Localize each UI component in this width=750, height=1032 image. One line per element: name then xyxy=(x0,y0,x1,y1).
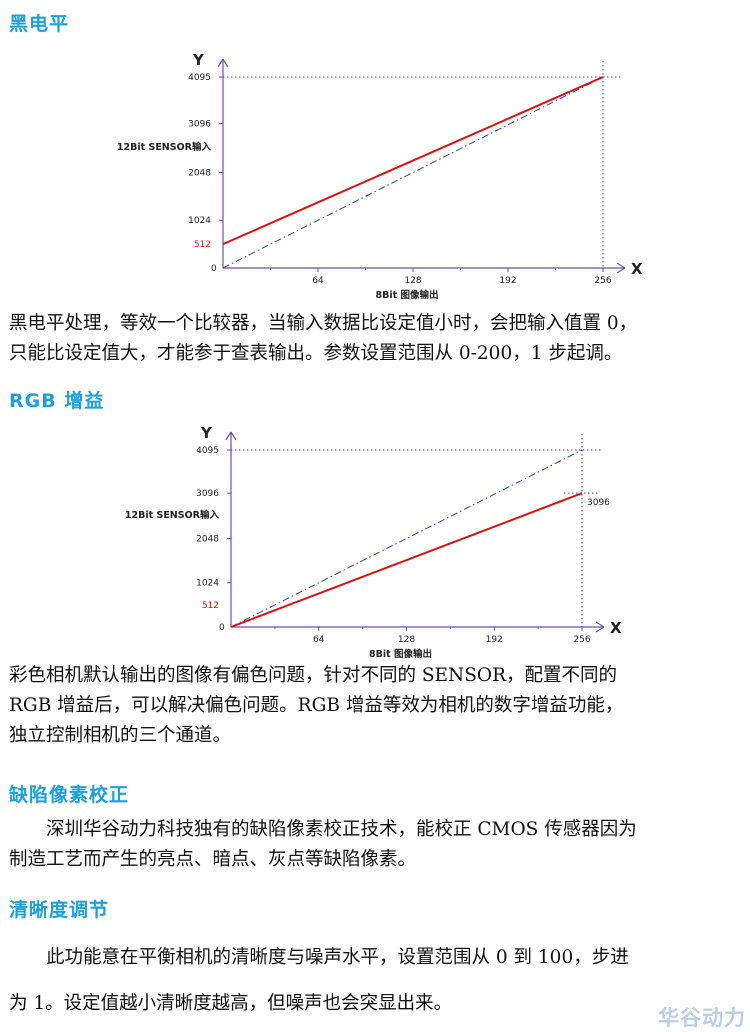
y-tick-label: 2048 xyxy=(188,168,211,178)
defect-pixel-paragraph: 深圳华谷动力科技独有的缺陷像素校正技术，能校正 CMOS 传感器因为 制造工艺而… xyxy=(9,815,749,875)
origin-label: 0 xyxy=(211,264,217,274)
black-level-paragraph: 黑电平处理，等效一个比较器，当输入数据比设定值小时，会把输入值置 0， 只能比设… xyxy=(9,309,749,369)
y-axis-label: 12Bit SENSOR输入 xyxy=(117,141,212,153)
x-axis-arrow xyxy=(616,262,626,274)
x-tick-label: 192 xyxy=(486,635,503,645)
paragraph-line: 为 1。设定值越小清晰度越高，但噪声也会突显出来。 xyxy=(9,993,453,1014)
x-axis-label: 8Bit 图像输出 xyxy=(369,648,432,660)
x-tick-label: 64 xyxy=(313,635,325,645)
y-tick-label: 1024 xyxy=(196,579,219,589)
paragraph-line: 彩色相机默认输出的图像有偏色问题，针对不同的 SENSOR，配置不同的 xyxy=(9,665,618,686)
y-tick-label: 4095 xyxy=(188,73,211,83)
paragraph-line: RGB 增益后，可以解决偏色问题。RGB 增益等效为相机的数字增益功能， xyxy=(9,695,624,716)
paragraph-line: 独立控制相机的三个通道。 xyxy=(9,725,232,746)
y-highlight-label: 512 xyxy=(202,601,219,611)
x-axis-name: X xyxy=(631,260,643,278)
x-axis-label: 8Bit 图像输出 xyxy=(376,289,439,301)
rgb-gain-paragraph: 彩色相机默认输出的图像有偏色问题，针对不同的 SENSOR，配置不同的 RGB … xyxy=(9,661,749,751)
y-axis-arrow xyxy=(217,58,229,68)
main-series-line xyxy=(230,492,583,628)
y-tick-label: 1024 xyxy=(188,216,211,226)
x-tick-label: 64 xyxy=(312,276,324,286)
paragraph-line: 制造工艺而产生的亮点、暗点、灰点等缺陷像素。 xyxy=(9,849,417,870)
y-highlight-label: 512 xyxy=(194,240,211,250)
x-axis-name: X xyxy=(610,619,622,637)
y-tick-label: 3096 xyxy=(196,489,219,499)
y-axis-label: 12Bit SENSOR输入 xyxy=(125,509,220,521)
end-value-label: 3096 xyxy=(587,498,610,508)
section-heading-rgb-gain: RGB 增益 xyxy=(9,390,105,412)
x-tick-label: 256 xyxy=(573,635,590,645)
paragraph-line: 深圳华谷动力科技独有的缺陷像素校正技术，能校正 CMOS 传感器因为 xyxy=(46,819,637,840)
paragraph-line: 只能比设定值大，才能参于查表输出。参数设置范围从 0-200，1 步起调。 xyxy=(9,343,623,364)
reference-series-line xyxy=(222,76,604,269)
sharpness-paragraph: 此功能意在平衡相机的清晰度与噪声水平，设置范围从 0 到 100，步进 为 1。… xyxy=(9,941,749,1021)
main-series-line xyxy=(222,76,604,246)
paragraph-line: 黑电平处理，等效一个比较器，当输入数据比设定值小时，会把输入值置 0， xyxy=(9,313,638,334)
rgb-gain-chart: X Y 0 64 128 192 256 1024 2048 3096 4095 512 8Bit 图像… xyxy=(125,424,622,660)
y-tick-label: 4095 xyxy=(196,446,219,456)
y-tick-label: 2048 xyxy=(196,534,219,544)
y-tick-label: 3096 xyxy=(188,120,211,130)
y-axis-arrow xyxy=(225,431,237,441)
section-heading-black-level: 黑电平 xyxy=(9,13,70,35)
x-tick-label: 128 xyxy=(404,276,421,286)
watermark-logo: 华谷动力 xyxy=(658,1006,746,1030)
section-heading-defect-pixel: 缺陷像素校正 xyxy=(9,784,130,806)
x-tick-label: 192 xyxy=(499,276,516,286)
paragraph-line: 此功能意在平衡相机的清晰度与噪声水平，设置范围从 0 到 100，步进 xyxy=(46,947,629,968)
x-tick-label: 256 xyxy=(594,276,611,286)
reference-series-line xyxy=(230,449,583,628)
x-tick-label: 128 xyxy=(398,635,415,645)
origin-label: 0 xyxy=(219,623,225,633)
black-level-chart: X Y 0 64 128 192 256 1024 2048 3096 4095 512 8Bit 图像… xyxy=(117,51,643,301)
y-axis-name: Y xyxy=(200,424,213,442)
section-heading-sharpness: 清晰度调节 xyxy=(9,899,110,921)
x-axis-arrow xyxy=(595,621,605,633)
y-axis-name: Y xyxy=(192,51,205,69)
